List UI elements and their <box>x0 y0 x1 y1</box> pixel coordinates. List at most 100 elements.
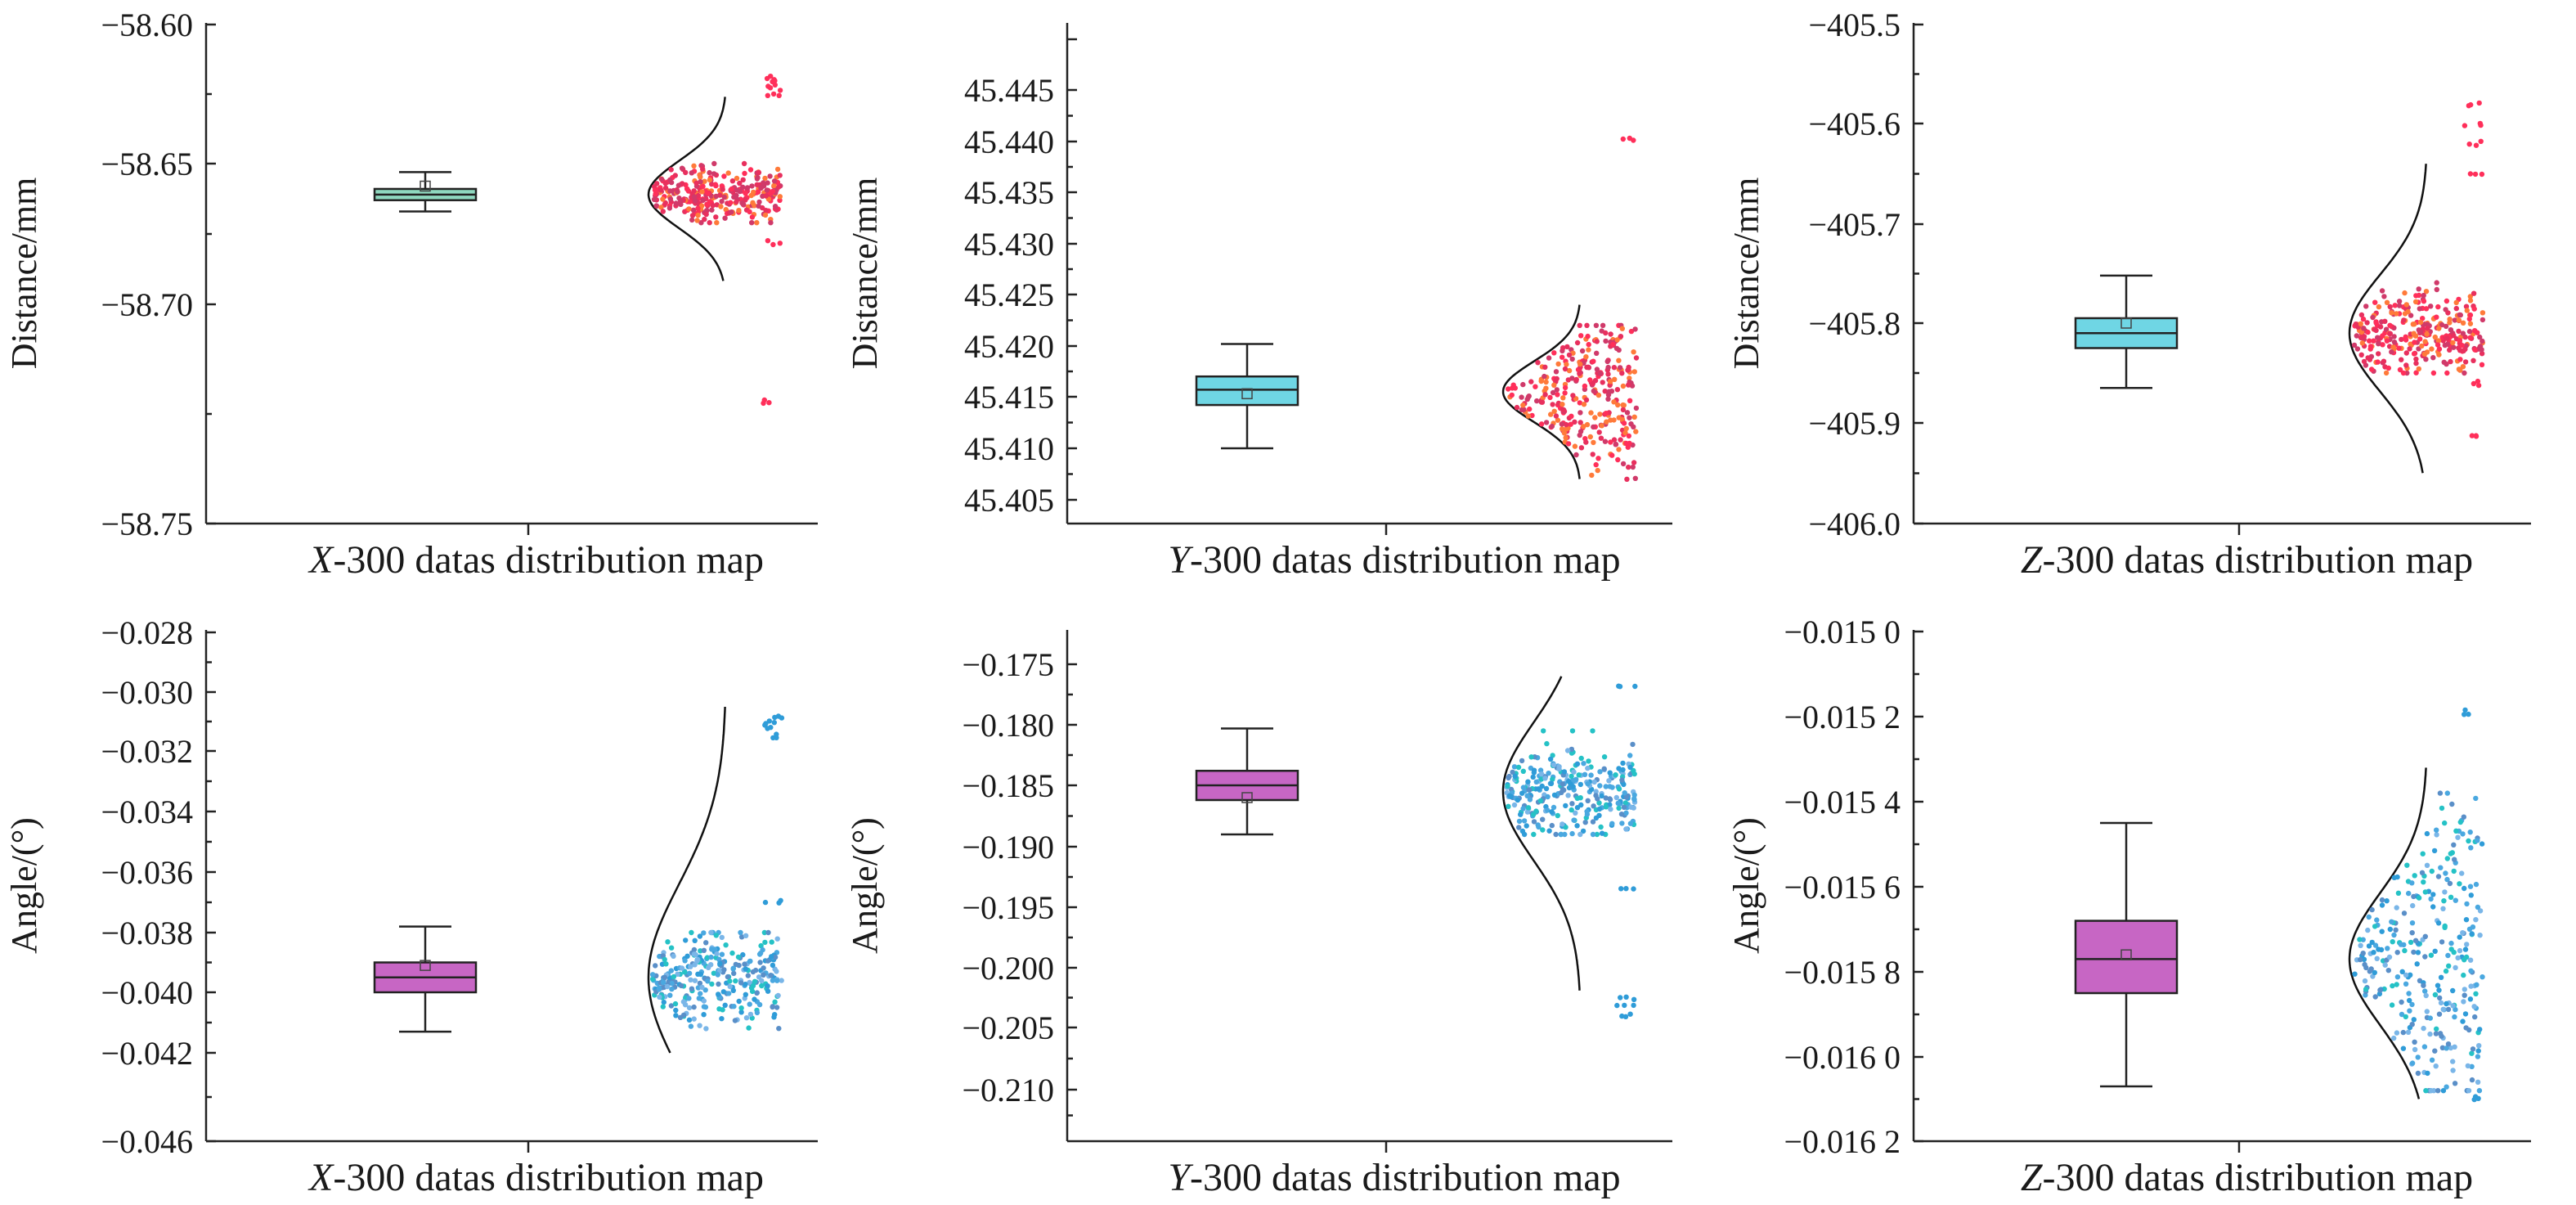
data-point <box>2403 981 2409 987</box>
data-point <box>749 988 756 995</box>
data-point <box>1525 413 1532 419</box>
data-point <box>742 961 747 967</box>
data-point <box>708 962 714 968</box>
outlier-point <box>2472 171 2479 178</box>
data-point <box>1584 812 1591 817</box>
data-point <box>1506 793 1513 798</box>
data-point <box>1595 467 1600 474</box>
data-point <box>2464 942 2470 947</box>
normal-distribution-curve <box>1501 304 1581 479</box>
y-tick-label: 45.415 <box>964 379 1054 416</box>
data-point <box>716 981 721 987</box>
data-point <box>769 954 774 960</box>
data-point <box>708 954 714 960</box>
data-point <box>1512 773 1518 779</box>
y-tick-label: −0.210 <box>962 1072 1054 1108</box>
data-point <box>743 197 748 203</box>
data-point <box>1611 399 1617 405</box>
data-point <box>671 973 677 980</box>
data-point <box>2385 365 2391 371</box>
data-point <box>1551 350 1557 356</box>
data-point <box>2371 950 2376 955</box>
data-point <box>2403 972 2409 978</box>
data-point <box>1568 781 1573 787</box>
data-point <box>760 946 765 953</box>
data-point <box>1597 783 1603 789</box>
data-point <box>1572 443 1578 449</box>
data-point <box>2450 1003 2456 1009</box>
y-tick-label: 45.425 <box>964 277 1054 313</box>
data-point <box>2372 924 2378 929</box>
data-point <box>2382 318 2388 324</box>
data-point <box>2469 1077 2475 1083</box>
data-point <box>2412 339 2417 345</box>
data-point <box>678 982 684 989</box>
x-axis-title: X-300 datas distribution map <box>307 538 764 582</box>
data-point <box>729 186 734 192</box>
data-point <box>2403 302 2409 308</box>
outlier-point <box>765 92 770 99</box>
data-point <box>2456 328 2462 335</box>
data-point <box>1608 439 1613 445</box>
data-point <box>677 1014 684 1021</box>
data-point <box>765 988 771 994</box>
data-point <box>738 929 743 936</box>
data-point <box>1520 806 1526 812</box>
data-point <box>686 996 692 1001</box>
data-point <box>703 940 709 946</box>
data-point <box>2421 879 2426 885</box>
data-point <box>2411 351 2417 357</box>
data-point <box>1531 831 1537 838</box>
data-point <box>2405 1029 2412 1036</box>
data-point <box>1516 818 1523 825</box>
y-tick-label: 45.420 <box>964 328 1054 365</box>
data-point <box>2444 876 2450 883</box>
data-point <box>654 181 660 187</box>
data-point <box>727 983 733 990</box>
data-point <box>762 175 768 182</box>
data-point <box>2442 889 2448 895</box>
data-point <box>691 163 697 169</box>
outlier-point <box>766 400 772 406</box>
data-point <box>771 182 777 189</box>
data-point <box>689 217 695 223</box>
data-point <box>1521 818 1528 824</box>
y-tick-label: −0.015 0 <box>1784 614 1901 650</box>
data-point <box>1551 804 1557 811</box>
data-point <box>2460 1018 2466 1024</box>
data-point <box>702 178 707 184</box>
data-point <box>2443 870 2448 876</box>
data-point <box>1564 426 1569 432</box>
mean-marker <box>1241 792 1253 803</box>
data-point <box>1546 828 1552 834</box>
data-point <box>2416 292 2422 299</box>
data-point <box>2398 942 2404 947</box>
data-point <box>761 929 768 936</box>
data-point <box>1591 424 1596 430</box>
data-point <box>2409 930 2415 936</box>
data-point <box>752 203 757 209</box>
data-point <box>749 183 755 189</box>
data-point <box>1602 438 1609 444</box>
data-point <box>693 198 698 204</box>
data-point <box>2413 360 2419 366</box>
data-point <box>1607 770 1613 776</box>
outlier-point <box>2478 122 2484 128</box>
data-point <box>2371 338 2376 344</box>
data-point <box>2477 908 2484 914</box>
data-point <box>1623 794 1629 800</box>
data-point <box>2411 893 2417 900</box>
data-point <box>728 200 734 205</box>
chart-panel-y-distance: 45.445 45.440 45.435 45.430 45.425 45.420 45.4… <box>845 23 1672 582</box>
data-point <box>696 996 702 1001</box>
data-point <box>755 189 761 195</box>
data-point <box>1588 772 1594 778</box>
data-point <box>1539 399 1546 405</box>
outlier-point <box>772 714 778 721</box>
data-point <box>738 980 744 986</box>
data-point <box>1581 402 1587 407</box>
y-axis-title: Distance/mm <box>845 178 885 370</box>
iqr-box <box>1195 375 1299 407</box>
data-point <box>2453 1006 2458 1013</box>
data-point <box>2412 1039 2417 1045</box>
